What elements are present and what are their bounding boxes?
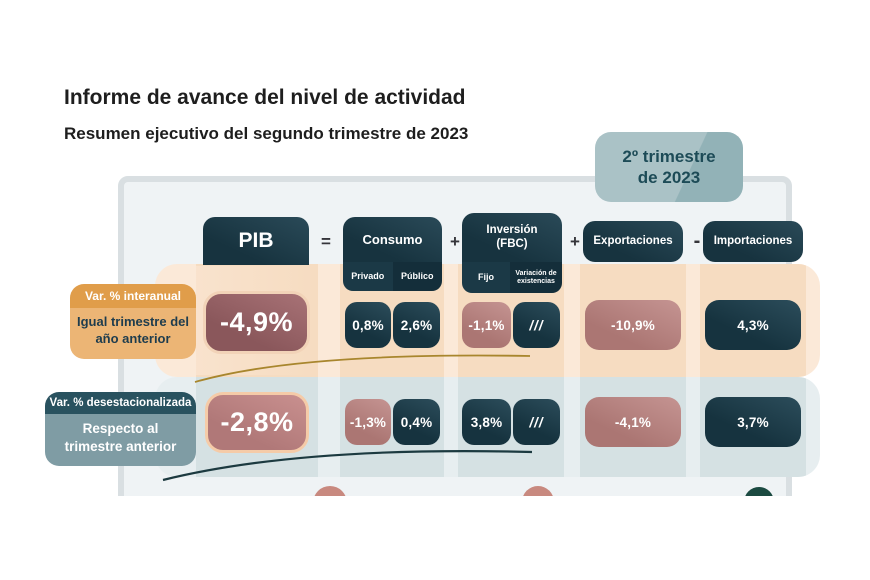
value-interanual-consumo-privado: 0,8% <box>345 302 391 348</box>
plus-operator-2: + <box>570 232 580 251</box>
value-interanual-consumo-publico: 2,6% <box>393 302 440 348</box>
page-subtitle: Resumen ejecutivo del segundo trimestre … <box>64 124 469 143</box>
value-interanual-inversion-fijo: -1,1% <box>462 302 511 348</box>
exportaciones-header: Exportaciones <box>583 221 683 262</box>
quarter-badge-line2: de 2023 <box>637 168 701 187</box>
consumo-publico-label: Público <box>392 262 442 291</box>
inversion-existencias-label: Variación de existencias <box>510 262 562 293</box>
consumo-privado-label: Privado <box>343 262 393 291</box>
value-desest-consumo-privado: -1,3% <box>345 399 391 445</box>
consumo-subheader: Privado Público <box>343 262 442 291</box>
inversion-header-line2: (FBC) <box>496 237 528 250</box>
inversion-subheader: Fijo Variación de existencias <box>462 262 562 293</box>
inversion-header-line1: Inversión <box>486 223 538 236</box>
interannual-row-label: Var. % interanual Igual trimestre del añ… <box>70 284 196 359</box>
minus-operator: - <box>693 230 701 252</box>
value-interanual-importaciones: 4,3% <box>705 300 801 350</box>
interannual-tag: Var. % interanual <box>70 284 196 308</box>
value-desest-inversion-fijo: 3,8% <box>462 399 511 445</box>
page-title: Informe de avance del nivel de actividad <box>64 86 466 109</box>
inversion-fijo-label: Fijo <box>462 262 510 293</box>
value-desest-inversion-existencias: /// <box>513 399 560 445</box>
inversion-header: Inversión (FBC) <box>462 213 562 262</box>
value-desest-importaciones: 3,7% <box>705 397 801 447</box>
value-interanual-inversion-existencias: /// <box>513 302 560 348</box>
value-interanual-exportaciones: -10,9% <box>585 300 681 350</box>
quarter-badge-line1: 2º trimestre <box>622 146 716 166</box>
value-interanual-pib: -4,9% <box>203 291 310 354</box>
value-desest-exportaciones: -4,1% <box>585 397 681 447</box>
seasonally-adjusted-description: Respecto al trimestre anterior <box>45 414 196 467</box>
value-desest-pib: -2,8% <box>205 392 309 453</box>
equals-operator: = <box>321 232 331 251</box>
bottom-crop-mask <box>0 496 870 580</box>
importaciones-header: Importaciones <box>703 221 803 262</box>
seasonally-adjusted-tag: Var. % desestacionalizada <box>45 392 196 414</box>
consumo-header: Consumo <box>343 217 442 262</box>
quarter-badge: 2º trimestre de 2023 <box>595 132 743 202</box>
interannual-description: Igual trimestre del año anterior <box>70 308 196 359</box>
seasonally-adjusted-row-label: Var. % desestacionalizada Respecto al tr… <box>45 392 196 467</box>
plus-operator-1: + <box>450 232 460 251</box>
pib-header: PIB <box>203 217 309 265</box>
value-desest-consumo-publico: 0,4% <box>393 399 440 445</box>
